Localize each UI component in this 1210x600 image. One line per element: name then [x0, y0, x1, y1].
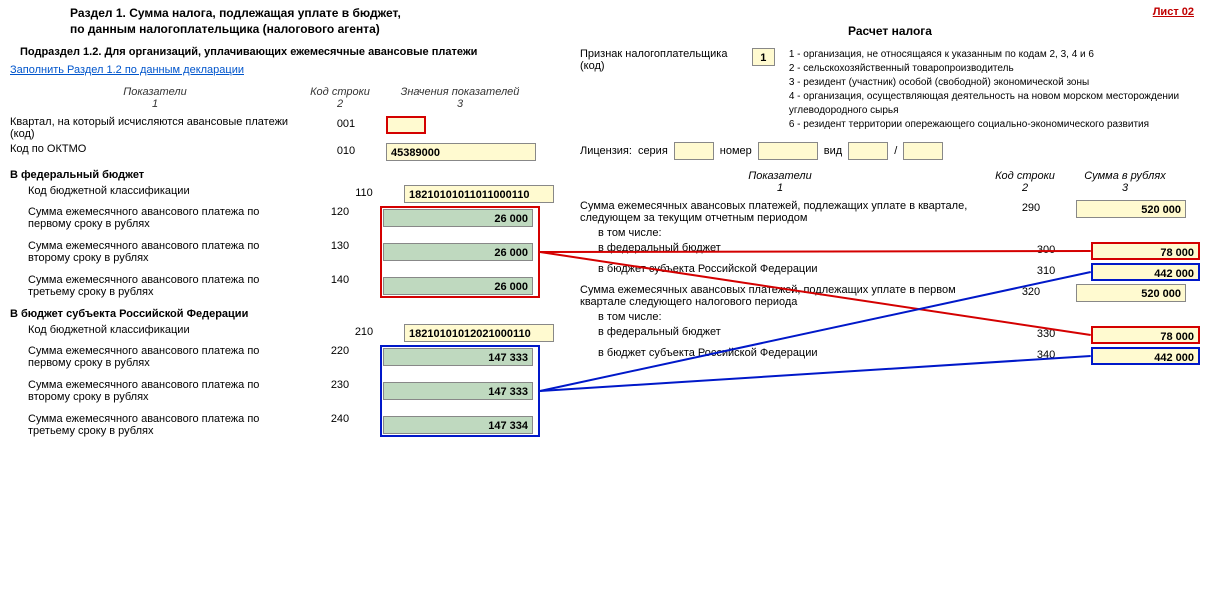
fill-from-declaration-link[interactable]: Заполнить Раздел 1.2 по данным деклараци…	[10, 64, 244, 76]
subsection-title: Подраздел 1.2. Для организаций, уплачива…	[20, 46, 570, 58]
oktmo-input[interactable]: 45389000	[386, 143, 536, 161]
section-title-2: по данным налогоплательщика (налогового …	[70, 22, 570, 36]
sheet-02-calc: Лист 02 Расчет налога Признак налогоплат…	[580, 0, 1200, 368]
calc-title: Расчет налога	[580, 24, 1200, 38]
subject-budget-header: В бюджет субъекта Российской Федерации	[10, 308, 570, 320]
sheet-label: Лист 02	[1153, 6, 1194, 18]
row-quarter: Квартал, на который исчисляются авансовы…	[10, 116, 570, 140]
quarter-input[interactable]	[386, 116, 426, 134]
val-330-input[interactable]: 78 000	[1091, 326, 1200, 344]
sub-240-input[interactable]: 147 334	[383, 416, 533, 434]
right-header-row: Показатели1 Код строки2 Сумма в рублях3	[580, 170, 1200, 194]
license-row: Лицензия: серия номер вид /	[580, 142, 1200, 160]
tax-form-page: Раздел 1. Сумма налога, подлежащая уплат…	[0, 0, 1210, 600]
row-310: в бюджет субъекта Российской Федерации 3…	[580, 263, 1200, 281]
sub-kbk-input[interactable]: 18210101012021000110	[404, 324, 554, 342]
taxpayer-code-input[interactable]: 1	[752, 48, 775, 66]
subject-amounts-group: 147 333 147 333 147 334	[380, 345, 540, 437]
row-fed-kbk: Код бюджетной классификации 110 18210101…	[10, 185, 570, 203]
val-290-input[interactable]: 520 000	[1076, 200, 1186, 218]
hdr-values: Значения показателей	[401, 86, 520, 98]
fed-130-input[interactable]: 26 000	[383, 243, 533, 261]
fed-120-input[interactable]: 26 000	[383, 209, 533, 227]
fed-140-input[interactable]: 26 000	[383, 277, 533, 295]
license-series-input[interactable]	[674, 142, 714, 160]
row-sub-group: Сумма ежемесячного авансового платежа по…	[10, 345, 570, 437]
section-1-2: Раздел 1. Сумма налога, подлежащая уплат…	[10, 0, 570, 440]
row-330: в федеральный бюджет 330 78 000	[580, 326, 1200, 344]
including-label-2: в том числе:	[580, 311, 1004, 323]
including-label: в том числе:	[580, 227, 1004, 239]
license-number-input[interactable]	[758, 142, 818, 160]
hdr-indicators: Показатели	[123, 86, 187, 98]
val-310-input[interactable]: 442 000	[1091, 263, 1200, 281]
federal-budget-header: В федеральный бюджет	[10, 169, 570, 181]
sub-230-input[interactable]: 147 333	[383, 382, 533, 400]
taxpayer-code-legend: 1 - организация, не относящаяся к указан…	[789, 48, 1200, 132]
license-extra-input[interactable]	[903, 142, 943, 160]
val-340-input[interactable]: 442 000	[1091, 347, 1200, 365]
row-fed-group: Сумма ежемесячного авансового платежа по…	[10, 206, 570, 298]
federal-amounts-group: 26 000 26 000 26 000	[380, 206, 540, 298]
row-oktmo: Код по ОКТМО 010 45389000	[10, 143, 570, 161]
row-290: Сумма ежемесячных авансовых платежей, по…	[580, 200, 1200, 224]
sub-220-input[interactable]: 147 333	[383, 348, 533, 366]
row-340: в бюджет субъекта Российской Федерации 3…	[580, 347, 1200, 365]
row-sub-kbk: Код бюджетной классификации 210 18210101…	[10, 324, 570, 342]
section-title-1: Раздел 1. Сумма налога, подлежащая уплат…	[70, 6, 570, 20]
row-300: в федеральный бюджет 300 78 000	[580, 242, 1200, 260]
hdr-linecode: Код строки	[310, 86, 370, 98]
val-320-input[interactable]: 520 000	[1076, 284, 1186, 302]
left-header-row: Показатели1 Код строки2 Значения показат…	[10, 86, 570, 110]
fed-kbk-input[interactable]: 18210101011011000110	[404, 185, 554, 203]
val-300-input[interactable]: 78 000	[1091, 242, 1200, 260]
taxpayer-sign-row: Признак налогоплательщика (код) 1 1 - ор…	[580, 48, 1200, 132]
row-320: Сумма ежемесячных авансовых платежей, по…	[580, 284, 1200, 308]
license-kind-input[interactable]	[848, 142, 888, 160]
